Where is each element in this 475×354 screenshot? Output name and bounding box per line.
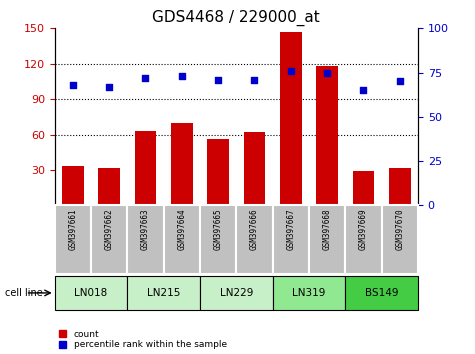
- Bar: [200, 205, 237, 274]
- Point: [287, 68, 294, 74]
- Point: [69, 82, 76, 88]
- Bar: [207, 139, 229, 205]
- Point: [360, 87, 367, 93]
- Text: GSM397666: GSM397666: [250, 209, 259, 250]
- Text: GSM397664: GSM397664: [177, 209, 186, 250]
- Bar: [98, 167, 120, 205]
- Text: LN229: LN229: [219, 288, 253, 298]
- Bar: [273, 205, 309, 274]
- Bar: [55, 276, 127, 310]
- Text: GSM397668: GSM397668: [323, 209, 332, 250]
- Text: GSM397661: GSM397661: [68, 209, 77, 250]
- Bar: [345, 205, 381, 274]
- Bar: [171, 123, 193, 205]
- Bar: [316, 66, 338, 205]
- Text: LN215: LN215: [147, 288, 180, 298]
- Bar: [280, 32, 302, 205]
- Text: GSM397663: GSM397663: [141, 209, 150, 250]
- Text: GSM397670: GSM397670: [395, 209, 404, 250]
- Text: GSM397669: GSM397669: [359, 209, 368, 250]
- Title: GDS4468 / 229000_at: GDS4468 / 229000_at: [152, 9, 320, 25]
- Text: cell line: cell line: [5, 288, 42, 298]
- Point: [214, 77, 222, 82]
- Point: [105, 84, 113, 90]
- Bar: [345, 276, 418, 310]
- Point: [251, 77, 258, 82]
- Bar: [273, 276, 345, 310]
- Bar: [309, 205, 345, 274]
- Point: [178, 73, 186, 79]
- Bar: [200, 276, 273, 310]
- Text: GSM397667: GSM397667: [286, 209, 295, 250]
- Bar: [389, 167, 411, 205]
- Text: LN018: LN018: [74, 288, 107, 298]
- Bar: [237, 205, 273, 274]
- Point: [142, 75, 149, 81]
- Bar: [55, 205, 91, 274]
- Bar: [134, 131, 156, 205]
- Bar: [127, 276, 200, 310]
- Text: GSM397665: GSM397665: [214, 209, 223, 250]
- Bar: [381, 205, 418, 274]
- Bar: [163, 205, 200, 274]
- Text: BS149: BS149: [365, 288, 399, 298]
- Text: LN319: LN319: [292, 288, 326, 298]
- Bar: [91, 205, 127, 274]
- Legend: count, percentile rank within the sample: count, percentile rank within the sample: [59, 330, 227, 349]
- Bar: [127, 205, 163, 274]
- Bar: [352, 171, 374, 205]
- Bar: [244, 132, 266, 205]
- Point: [323, 70, 331, 75]
- Text: GSM397662: GSM397662: [104, 209, 114, 250]
- Point: [396, 79, 404, 84]
- Bar: [62, 166, 84, 205]
